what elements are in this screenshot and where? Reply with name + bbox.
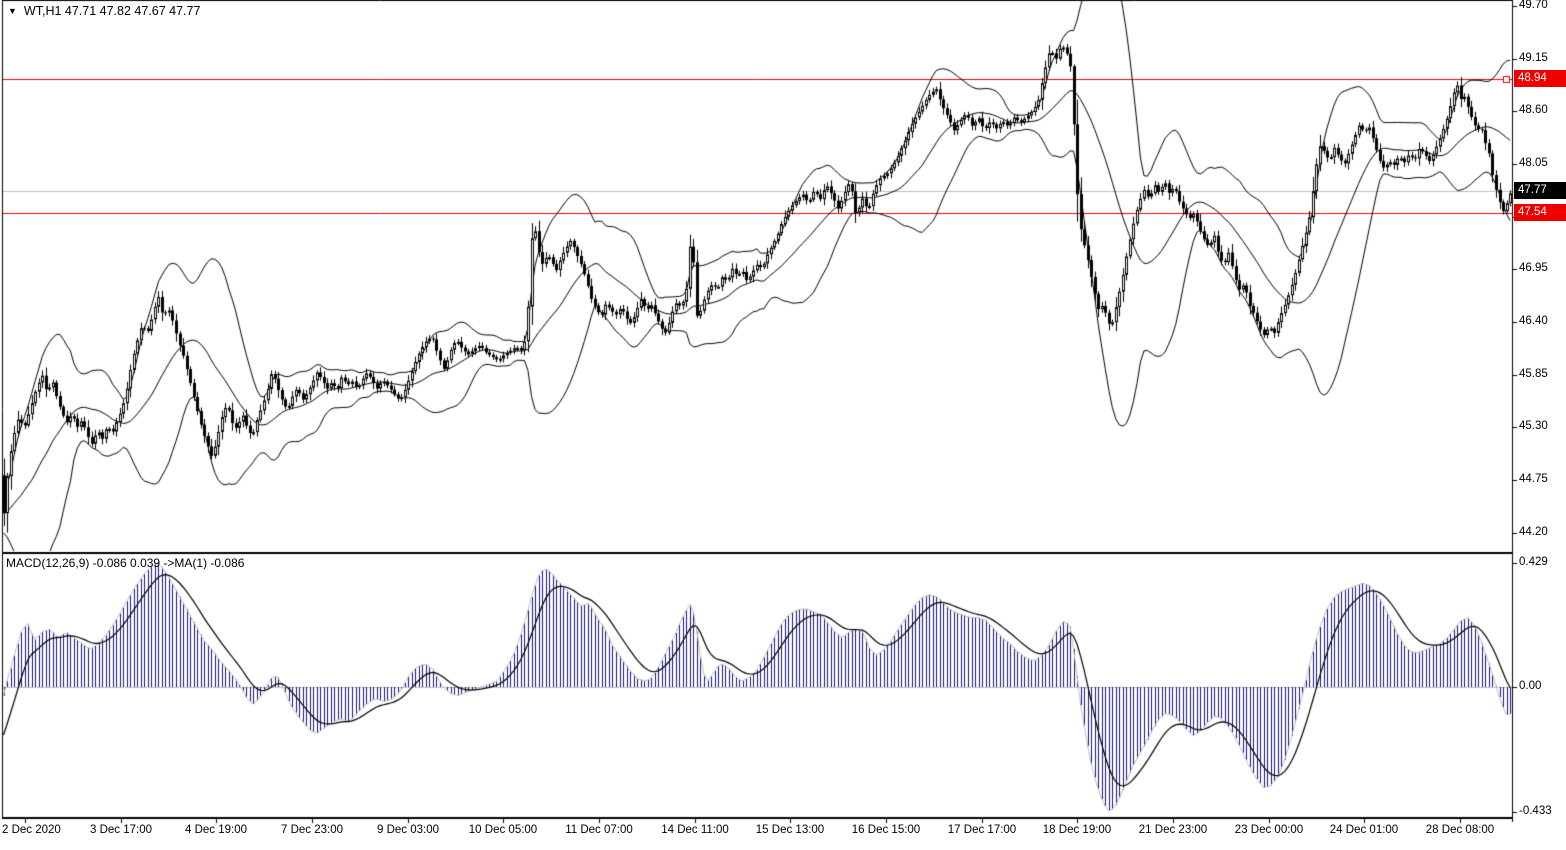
time-axis-label: 2 Dec 2020	[2, 824, 61, 836]
last-price-badge: 47.77	[1514, 182, 1566, 200]
price-axis-label: 44.75	[1519, 473, 1548, 486]
price-axis-label: 49.70	[1519, 0, 1548, 11]
time-axis-label: 11 Dec 07:00	[565, 824, 633, 836]
symbol-info: ▼ WT,H1 47.71 47.82 47.67 47.77	[8, 4, 200, 18]
time-axis-label: 28 Dec 08:00	[1425, 824, 1495, 836]
symbol-ohlc-text: WT,H1 47.71 47.82 47.67 47.77	[23, 4, 201, 18]
time-axis-label: 9 Dec 03:00	[376, 824, 440, 836]
time-axis-label: 21 Dec 23:00	[1138, 824, 1208, 836]
time-axis-label: 17 Dec 17:00	[947, 824, 1017, 836]
alert-price-badge: 47.54	[1514, 204, 1566, 222]
time-axis-label: 3 Dec 17:00	[89, 824, 153, 836]
macd-axis-label: 0.429	[1519, 556, 1548, 569]
time-axis-label: 18 Dec 19:00	[1042, 824, 1112, 836]
price-axis-label: 48.05	[1519, 157, 1548, 170]
macd-indicator-label: MACD(12,26,9) -0.086 0.039 ->MA(1) -0.08…	[6, 556, 245, 570]
time-axis-label: 15 Dec 13:00	[755, 824, 825, 836]
macd-axis-label: 0.00	[1519, 680, 1542, 692]
alert-price-badge: 48.94	[1514, 70, 1566, 88]
price-axis-label: 49.15	[1519, 51, 1548, 64]
price-axis-label: 46.95	[1519, 262, 1548, 275]
time-axis-label: 16 Dec 15:00	[851, 824, 921, 836]
time-axis-label: 4 Dec 19:00	[184, 824, 248, 836]
time-axis-label: 7 Dec 23:00	[280, 824, 344, 836]
price-axis-label: 45.30	[1519, 420, 1548, 433]
time-axis-label: 14 Dec 11:00	[661, 824, 729, 836]
time-axis-label: 24 Dec 01:00	[1329, 824, 1399, 836]
price-axis-label: 44.20	[1519, 525, 1548, 538]
price-axis-label: 48.60	[1519, 104, 1548, 117]
time-axis-label: 23 Dec 00:00	[1234, 824, 1304, 836]
price-axis-label: 45.85	[1519, 367, 1548, 380]
time-axis-label: 10 Dec 05:00	[468, 824, 538, 836]
price-axis-label: 46.40	[1519, 315, 1548, 328]
macd-axis-label: -0.433	[1519, 805, 1552, 818]
chevron-down-icon: ▼	[8, 6, 17, 16]
